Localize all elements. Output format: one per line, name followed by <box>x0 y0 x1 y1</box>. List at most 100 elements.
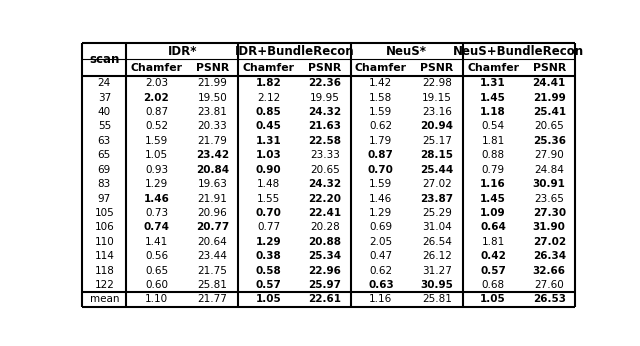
Text: 1.59: 1.59 <box>369 107 392 117</box>
Text: 97: 97 <box>98 193 111 203</box>
Text: 0.57: 0.57 <box>480 266 506 275</box>
Text: 1.42: 1.42 <box>369 78 392 88</box>
Text: 1.48: 1.48 <box>257 179 280 189</box>
Text: 1.55: 1.55 <box>257 193 280 203</box>
Text: 23.81: 23.81 <box>198 107 228 117</box>
Text: 31.90: 31.90 <box>532 222 566 232</box>
Text: 0.93: 0.93 <box>145 165 168 175</box>
Text: 23.33: 23.33 <box>310 150 340 160</box>
Text: 20.94: 20.94 <box>420 121 454 131</box>
Text: 23.42: 23.42 <box>196 150 229 160</box>
Text: 0.73: 0.73 <box>145 208 168 218</box>
Text: 0.63: 0.63 <box>368 280 394 290</box>
Text: 1.46: 1.46 <box>143 193 170 203</box>
Text: IDR*: IDR* <box>168 45 197 58</box>
Text: 25.17: 25.17 <box>422 136 452 146</box>
Text: 21.63: 21.63 <box>308 121 341 131</box>
Text: 27.30: 27.30 <box>532 208 566 218</box>
Text: 114: 114 <box>94 251 115 261</box>
Text: 1.81: 1.81 <box>481 136 505 146</box>
Text: 21.77: 21.77 <box>198 294 228 304</box>
Text: 1.10: 1.10 <box>145 294 168 304</box>
Text: mean: mean <box>90 294 119 304</box>
Text: 63: 63 <box>98 136 111 146</box>
Text: 20.28: 20.28 <box>310 222 340 232</box>
Text: 65: 65 <box>98 150 111 160</box>
Text: 21.99: 21.99 <box>198 78 228 88</box>
Text: 26.34: 26.34 <box>532 251 566 261</box>
Text: PSNR: PSNR <box>420 63 454 73</box>
Text: 83: 83 <box>98 179 111 189</box>
Text: PSNR: PSNR <box>308 63 341 73</box>
Text: 1.31: 1.31 <box>480 78 506 88</box>
Text: 19.63: 19.63 <box>198 179 228 189</box>
Text: Chamfer: Chamfer <box>355 63 407 73</box>
Text: 1.41: 1.41 <box>145 237 168 247</box>
Text: 0.77: 0.77 <box>257 222 280 232</box>
Text: 110: 110 <box>95 237 114 247</box>
Text: 1.59: 1.59 <box>145 136 168 146</box>
Text: 26.54: 26.54 <box>422 237 452 247</box>
Text: 22.41: 22.41 <box>308 208 341 218</box>
Text: 24.41: 24.41 <box>532 78 566 88</box>
Text: 26.12: 26.12 <box>422 251 452 261</box>
Text: 20.33: 20.33 <box>198 121 227 131</box>
Text: 0.74: 0.74 <box>143 222 170 232</box>
Text: NeuS*: NeuS* <box>386 45 427 58</box>
Text: 1.45: 1.45 <box>480 93 506 103</box>
Text: IDR+BundleRecon: IDR+BundleRecon <box>235 45 355 58</box>
Text: 23.65: 23.65 <box>534 193 564 203</box>
Text: 25.44: 25.44 <box>420 165 454 175</box>
Text: 1.31: 1.31 <box>256 136 282 146</box>
Text: NeuS+BundleRecon: NeuS+BundleRecon <box>453 45 584 58</box>
Text: 1.05: 1.05 <box>256 294 282 304</box>
Text: 0.69: 0.69 <box>369 222 392 232</box>
Text: 20.96: 20.96 <box>198 208 227 218</box>
Text: 1.29: 1.29 <box>369 208 392 218</box>
Text: 31.27: 31.27 <box>422 266 452 275</box>
Text: 27.90: 27.90 <box>534 150 564 160</box>
Text: 32.66: 32.66 <box>532 266 566 275</box>
Text: 1.18: 1.18 <box>480 107 506 117</box>
Text: 0.62: 0.62 <box>369 266 392 275</box>
Text: 1.29: 1.29 <box>256 237 282 247</box>
Text: 19.50: 19.50 <box>198 93 227 103</box>
Text: 2.02: 2.02 <box>143 93 170 103</box>
Text: 19.15: 19.15 <box>422 93 452 103</box>
Text: 37: 37 <box>98 93 111 103</box>
Text: 21.99: 21.99 <box>533 93 566 103</box>
Text: 20.64: 20.64 <box>198 237 227 247</box>
Text: 22.36: 22.36 <box>308 78 341 88</box>
Text: 0.42: 0.42 <box>480 251 506 261</box>
Text: PSNR: PSNR <box>196 63 229 73</box>
Text: 1.05: 1.05 <box>145 150 168 160</box>
Text: 20.65: 20.65 <box>310 165 340 175</box>
Text: 24.84: 24.84 <box>534 165 564 175</box>
Text: 23.87: 23.87 <box>420 193 454 203</box>
Text: 55: 55 <box>98 121 111 131</box>
Text: 27.02: 27.02 <box>422 179 452 189</box>
Text: 25.97: 25.97 <box>308 280 341 290</box>
Text: 122: 122 <box>94 280 115 290</box>
Text: 25.36: 25.36 <box>532 136 566 146</box>
Text: 23.44: 23.44 <box>198 251 228 261</box>
Text: 0.45: 0.45 <box>256 121 282 131</box>
Text: 0.70: 0.70 <box>368 165 394 175</box>
Text: 1.46: 1.46 <box>369 193 392 203</box>
Text: 27.02: 27.02 <box>532 237 566 247</box>
Text: 105: 105 <box>95 208 114 218</box>
Text: 21.79: 21.79 <box>198 136 228 146</box>
Text: Chamfer: Chamfer <box>131 63 182 73</box>
Text: 21.91: 21.91 <box>198 193 228 203</box>
Text: 1.29: 1.29 <box>145 179 168 189</box>
Text: 106: 106 <box>95 222 114 232</box>
Text: 0.47: 0.47 <box>369 251 392 261</box>
Text: 2.03: 2.03 <box>145 78 168 88</box>
Text: 26.53: 26.53 <box>532 294 566 304</box>
Text: 1.03: 1.03 <box>256 150 282 160</box>
Text: 1.82: 1.82 <box>256 78 282 88</box>
Text: 0.68: 0.68 <box>481 280 505 290</box>
Text: 1.09: 1.09 <box>480 208 506 218</box>
Text: 0.64: 0.64 <box>480 222 506 232</box>
Text: 25.29: 25.29 <box>422 208 452 218</box>
